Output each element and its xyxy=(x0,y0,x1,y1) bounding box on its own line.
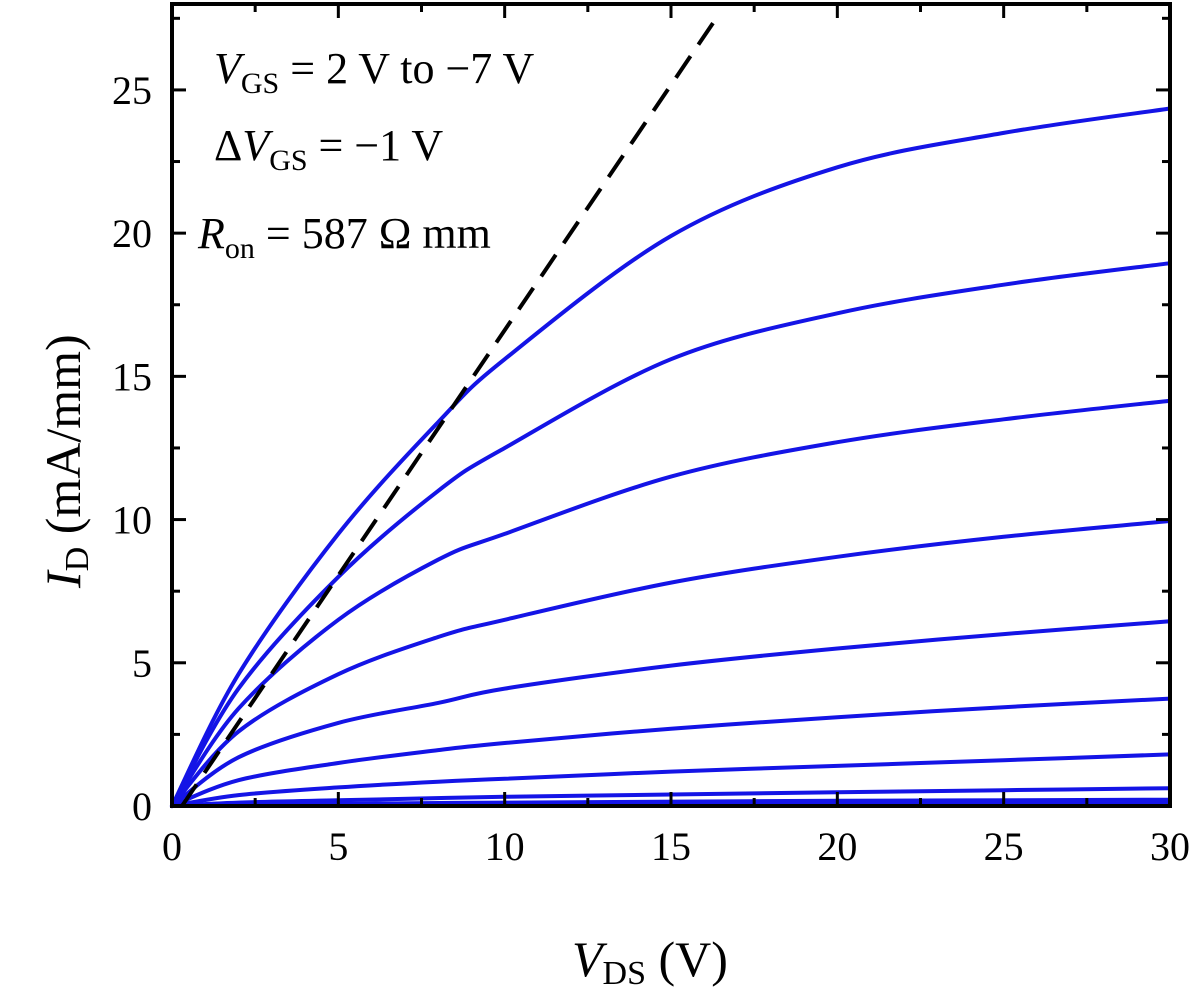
x-axis-title: VDS (V) xyxy=(572,931,728,992)
annotation-ron: Ron = 587 Ω mm xyxy=(197,209,491,265)
y-tick-label: 25 xyxy=(112,68,152,113)
id-curve-5 xyxy=(170,619,1172,808)
x-tick-label: 20 xyxy=(817,824,857,869)
x-tick-label: 10 xyxy=(485,824,525,869)
y-tick-label: 0 xyxy=(132,784,152,829)
y-tick-label: 15 xyxy=(112,354,152,399)
id-curve-4 xyxy=(170,519,1172,808)
id-curve-1 xyxy=(170,106,1172,808)
plot-frame xyxy=(170,2,1172,808)
annotation-vgs-step: ΔVGS = −1 V xyxy=(214,121,443,177)
id-curve-7 xyxy=(170,752,1172,808)
x-tick-label: 0 xyxy=(162,824,182,869)
tick-layer: 0 5 10 15 20 25 30 0 5 10 15 20 25 xyxy=(112,4,1190,869)
id-curve-2 xyxy=(170,261,1172,808)
id-curve-8 xyxy=(170,786,1172,808)
annotation-vgs-range: VGS = 2 V to −7 V xyxy=(214,44,534,100)
x-tick-label: 30 xyxy=(1150,824,1190,869)
x-tick-label: 15 xyxy=(651,824,691,869)
y-tick-label: 5 xyxy=(132,641,152,686)
x-tick-label: 25 xyxy=(984,824,1024,869)
y-tick-label: 20 xyxy=(112,211,152,256)
y-tick-label: 10 xyxy=(112,498,152,543)
id-curve-3 xyxy=(170,398,1172,808)
y-axis-title: ID (mA/mm) xyxy=(35,334,96,589)
id-curve-6 xyxy=(170,696,1172,808)
x-tick-label: 5 xyxy=(328,824,348,869)
